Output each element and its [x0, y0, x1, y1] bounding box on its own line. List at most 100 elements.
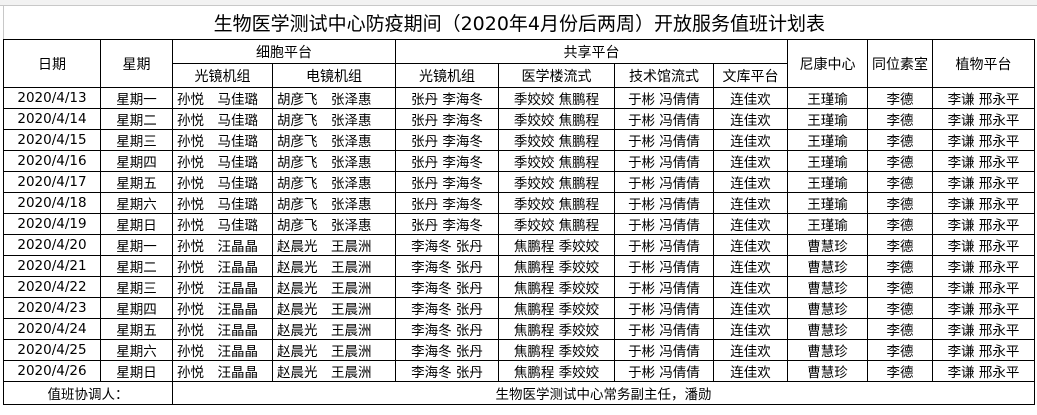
cell-cell-em[interactable]: 赵晨光 王晨洲 — [272, 297, 396, 319]
cell-nikon[interactable]: 王瑾瑜 — [787, 213, 868, 235]
cell-library[interactable]: 连佳欢 — [713, 108, 788, 130]
cell-isotope[interactable]: 李德 — [867, 234, 933, 256]
cell-cell-light[interactable]: 孙悦 马佳璐 — [172, 192, 273, 214]
cell-cell-light[interactable]: 孙悦 马佳璐 — [172, 87, 273, 109]
cell-med-flow[interactable]: 季姣姣 焦鹏程 — [498, 150, 615, 172]
cell-med-flow[interactable]: 焦鹏程 季姣姣 — [498, 276, 615, 298]
cell-date[interactable]: 2020/4/16 — [3, 150, 101, 172]
cell-date[interactable]: 2020/4/15 — [3, 129, 101, 151]
header-isotope[interactable]: 同位素室 — [867, 39, 933, 88]
cell-tech-flow[interactable]: 于彬 冯倩倩 — [614, 108, 714, 130]
cell-tech-flow[interactable]: 于彬 冯倩倩 — [614, 150, 714, 172]
header-date[interactable]: 日期 — [3, 39, 101, 88]
cell-isotope[interactable]: 李德 — [867, 318, 933, 340]
cell-weekday[interactable]: 星期四 — [100, 150, 173, 172]
cell-weekday[interactable]: 星期一 — [100, 87, 173, 109]
cell-nikon[interactable]: 曹慧珍 — [787, 255, 868, 277]
cell-isotope[interactable]: 李德 — [867, 297, 933, 319]
cell-isotope[interactable]: 李德 — [867, 255, 933, 277]
cell-cell-em[interactable]: 胡彦飞 张泽惠 — [272, 129, 396, 151]
cell-cell-light[interactable]: 孙悦 马佳璐 — [172, 213, 273, 235]
cell-nikon[interactable]: 曹慧珍 — [787, 297, 868, 319]
cell-cell-light[interactable]: 孙悦 汪晶晶 — [172, 276, 273, 298]
cell-date[interactable]: 2020/4/18 — [3, 192, 101, 214]
header-shared-platform[interactable]: 共享平台 — [395, 39, 788, 64]
cell-date[interactable]: 2020/4/14 — [3, 108, 101, 130]
cell-nikon[interactable]: 曹慧珍 — [787, 318, 868, 340]
cell-cell-light[interactable]: 孙悦 汪晶晶 — [172, 318, 273, 340]
cell-date[interactable]: 2020/4/24 — [3, 318, 101, 340]
cell-cell-em[interactable]: 赵晨光 王晨洲 — [272, 234, 396, 256]
cell-cell-em[interactable]: 赵晨光 王晨洲 — [272, 255, 396, 277]
cell-cell-em[interactable]: 胡彦飞 张泽惠 — [272, 171, 396, 193]
cell-nikon[interactable]: 王瑾瑜 — [787, 192, 868, 214]
cell-library[interactable]: 连佳欢 — [713, 171, 788, 193]
cell-date[interactable]: 2020/4/17 — [3, 171, 101, 193]
header-plant[interactable]: 植物平台 — [931, 39, 1036, 88]
cell-plant[interactable]: 李谦 邢永平 — [931, 171, 1036, 193]
cell-tech-flow[interactable]: 于彬 冯倩倩 — [614, 360, 714, 382]
cell-cell-em[interactable]: 胡彦飞 张泽惠 — [272, 213, 396, 235]
cell-nikon[interactable]: 王瑾瑜 — [787, 129, 868, 151]
cell-cell-em[interactable]: 胡彦飞 张泽惠 — [272, 108, 396, 130]
cell-nikon[interactable]: 曹慧珍 — [787, 276, 868, 298]
cell-isotope[interactable]: 李德 — [867, 213, 933, 235]
cell-date[interactable]: 2020/4/20 — [3, 234, 101, 256]
cell-library[interactable]: 连佳欢 — [713, 297, 788, 319]
cell-med-flow[interactable]: 焦鹏程 季姣姣 — [498, 234, 615, 256]
cell-date[interactable]: 2020/4/22 — [3, 276, 101, 298]
cell-library[interactable]: 连佳欢 — [713, 129, 788, 151]
cell-plant[interactable]: 李谦 邢永平 — [931, 360, 1036, 382]
cell-library[interactable]: 连佳欢 — [713, 213, 788, 235]
cell-cell-light[interactable]: 孙悦 马佳璐 — [172, 171, 273, 193]
cell-date[interactable]: 2020/4/19 — [3, 213, 101, 235]
cell-nikon[interactable]: 王瑾瑜 — [787, 108, 868, 130]
cell-isotope[interactable]: 李德 — [867, 360, 933, 382]
cell-library[interactable]: 连佳欢 — [713, 234, 788, 256]
cell-plant[interactable]: 李谦 邢永平 — [931, 297, 1036, 319]
cell-shared-light[interactable]: 李海冬 张丹 — [395, 297, 499, 319]
cell-weekday[interactable]: 星期一 — [100, 234, 173, 256]
cell-isotope[interactable]: 李德 — [867, 108, 933, 130]
header-library[interactable]: 文库平台 — [713, 63, 788, 88]
cell-cell-em[interactable]: 赵晨光 王晨洲 — [272, 276, 396, 298]
cell-cell-light[interactable]: 孙悦 汪晶晶 — [172, 234, 273, 256]
cell-isotope[interactable]: 李德 — [867, 129, 933, 151]
cell-plant[interactable]: 李谦 邢永平 — [931, 192, 1036, 214]
cell-cell-em[interactable]: 赵晨光 王晨洲 — [272, 318, 396, 340]
cell-med-flow[interactable]: 季姣姣 焦鹏程 — [498, 213, 615, 235]
cell-med-flow[interactable]: 季姣姣 焦鹏程 — [498, 192, 615, 214]
cell-plant[interactable]: 李谦 邢永平 — [931, 318, 1036, 340]
cell-cell-em[interactable]: 赵晨光 王晨洲 — [272, 360, 396, 382]
cell-weekday[interactable]: 星期六 — [100, 192, 173, 214]
cell-isotope[interactable]: 李德 — [867, 339, 933, 361]
cell-nikon[interactable]: 曹慧珍 — [787, 234, 868, 256]
cell-nikon[interactable]: 王瑾瑜 — [787, 150, 868, 172]
cell-weekday[interactable]: 星期六 — [100, 339, 173, 361]
footer-label[interactable]: 值班协调人： — [3, 381, 173, 405]
cell-isotope[interactable]: 李德 — [867, 192, 933, 214]
cell-library[interactable]: 连佳欢 — [713, 276, 788, 298]
cell-tech-flow[interactable]: 于彬 冯倩倩 — [614, 297, 714, 319]
cell-med-flow[interactable]: 季姣姣 焦鹏程 — [498, 87, 615, 109]
cell-isotope[interactable]: 李德 — [867, 171, 933, 193]
cell-shared-light[interactable]: 张丹 李海冬 — [395, 129, 499, 151]
cell-library[interactable]: 连佳欢 — [713, 192, 788, 214]
cell-plant[interactable]: 李谦 邢永平 — [931, 87, 1036, 109]
cell-weekday[interactable]: 星期二 — [100, 108, 173, 130]
cell-med-flow[interactable]: 焦鹏程 季姣姣 — [498, 360, 615, 382]
cell-cell-em[interactable]: 胡彦飞 张泽惠 — [272, 87, 396, 109]
cell-tech-flow[interactable]: 于彬 冯倩倩 — [614, 276, 714, 298]
cell-plant[interactable]: 李谦 邢永平 — [931, 234, 1036, 256]
cell-tech-flow[interactable]: 于彬 冯倩倩 — [614, 213, 714, 235]
cell-tech-flow[interactable]: 于彬 冯倩倩 — [614, 192, 714, 214]
cell-weekday[interactable]: 星期日 — [100, 360, 173, 382]
cell-weekday[interactable]: 星期日 — [100, 213, 173, 235]
cell-plant[interactable]: 李谦 邢永平 — [931, 255, 1036, 277]
header-nikon[interactable]: 尼康中心 — [787, 39, 868, 88]
cell-weekday[interactable]: 星期五 — [100, 318, 173, 340]
cell-weekday[interactable]: 星期四 — [100, 297, 173, 319]
cell-plant[interactable]: 李谦 邢永平 — [931, 129, 1036, 151]
cell-cell-light[interactable]: 孙悦 马佳璐 — [172, 108, 273, 130]
cell-shared-light[interactable]: 张丹 李海冬 — [395, 108, 499, 130]
